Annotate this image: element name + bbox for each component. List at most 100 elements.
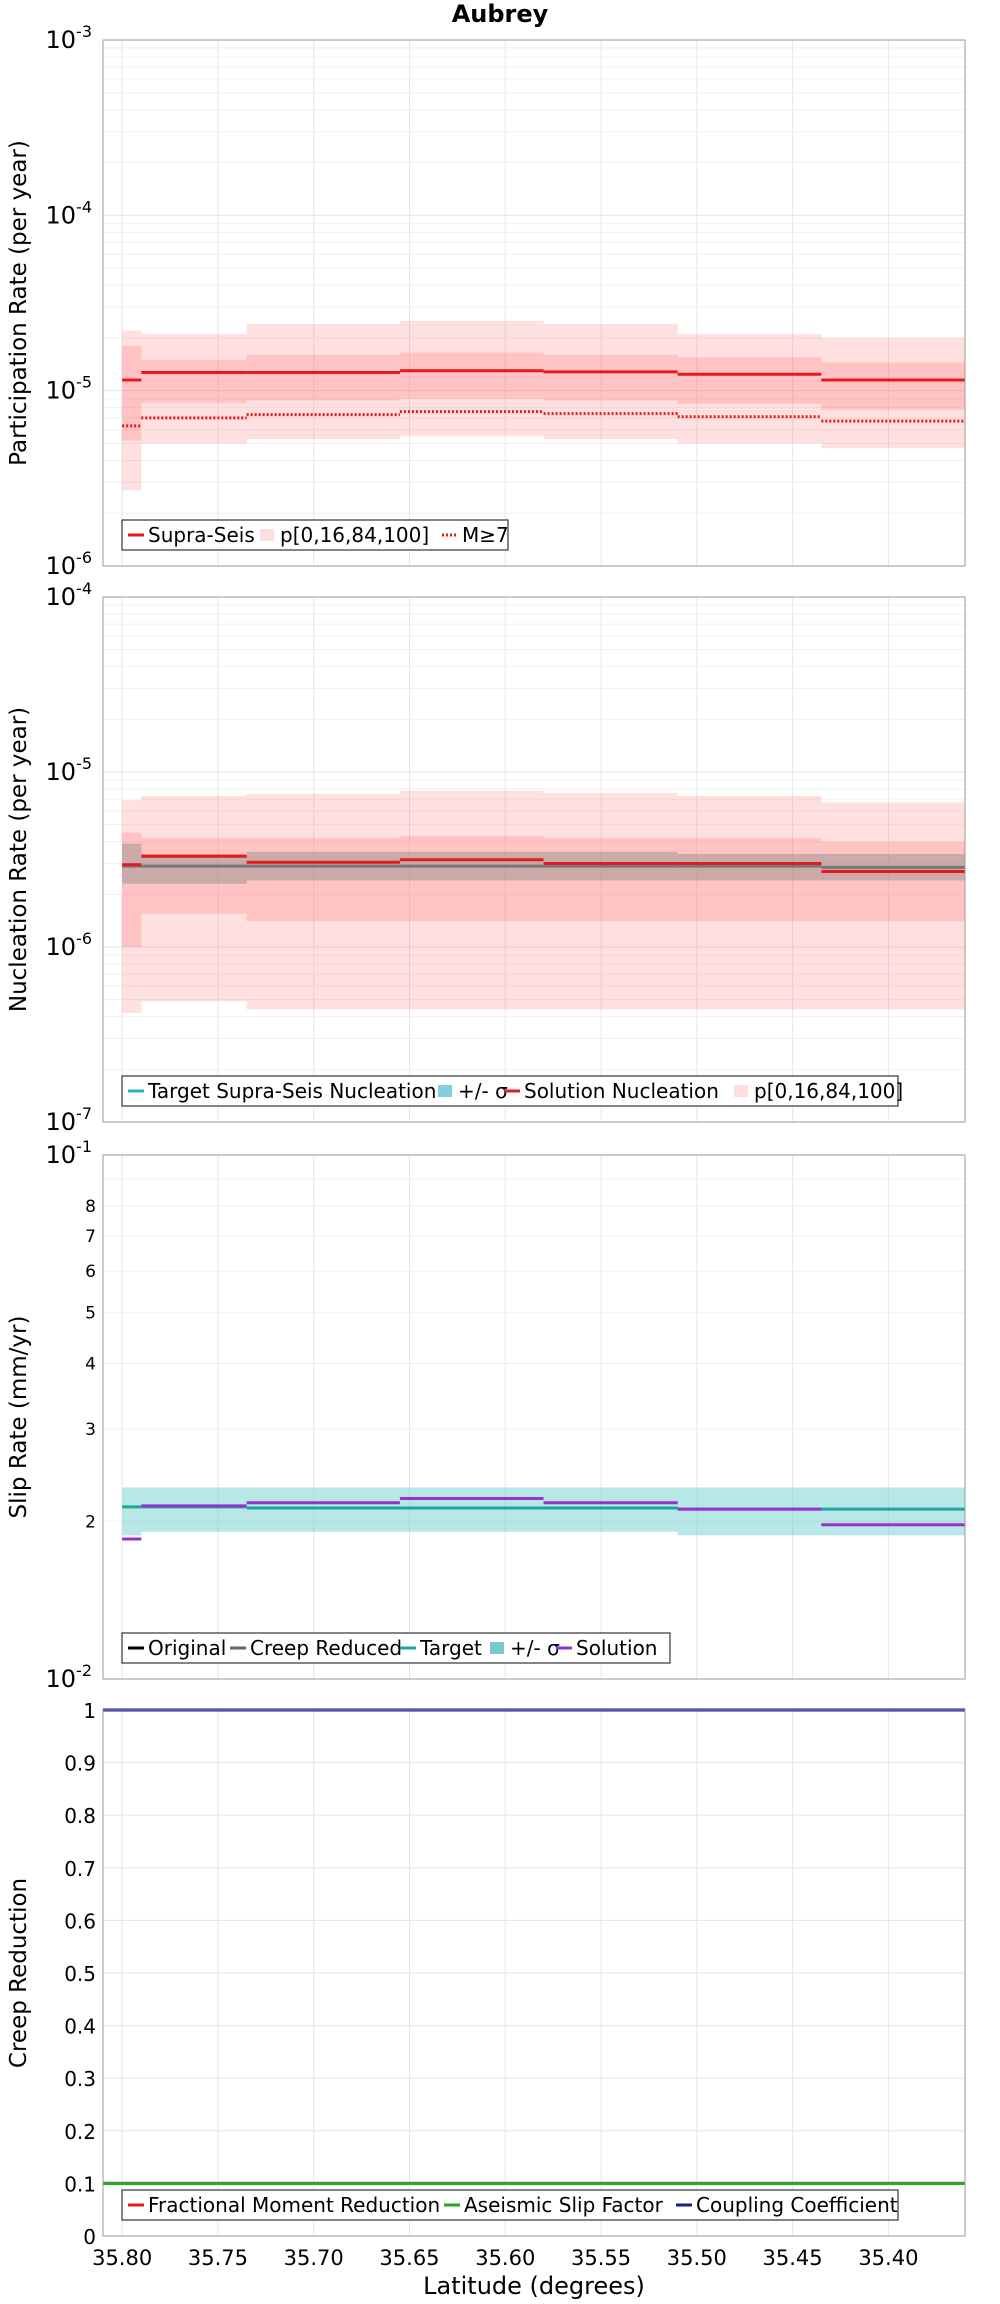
legend-label: Solution <box>576 1636 657 1660</box>
percentile-band-inner <box>399 836 544 922</box>
y-tick-label: 0.2 <box>64 2120 96 2144</box>
y-tick-label: 0.3 <box>64 2067 96 2091</box>
legend-label: Original <box>148 1636 226 1660</box>
y-axis-label: Participation Rate (per year) <box>6 140 32 466</box>
y-axis-label: Slip Rate (mm/yr) <box>6 1316 32 1519</box>
legend-symbol <box>734 1085 748 1097</box>
x-tick-label: 35.65 <box>379 2246 439 2270</box>
x-tick-label: 35.80 <box>92 2246 152 2270</box>
y-minor-tick-label: 5 <box>85 1304 96 1324</box>
percentile-band-inner <box>122 832 142 947</box>
legend-symbol <box>490 1642 504 1654</box>
percentile-band-outer <box>543 324 678 440</box>
sigma-band <box>677 1487 822 1536</box>
sigma-band <box>141 853 247 884</box>
y-tick-label: 10-6 <box>46 929 93 961</box>
legend-label: Aseismic Slip Factor <box>464 2193 664 2217</box>
legend-symbol <box>260 529 274 541</box>
percentile-band-outer <box>122 330 142 491</box>
percentile-band-inner <box>141 359 247 404</box>
y-tick-label: 0 <box>83 2225 96 2249</box>
y-tick-label: 10-1 <box>46 1137 93 1169</box>
percentile-band-outer <box>821 337 965 449</box>
legend-label: Supra-Seis <box>148 523 255 547</box>
percentile-band-outer <box>821 802 965 1010</box>
percentile-band-outer <box>122 800 142 1013</box>
y-tick-label: 10-5 <box>46 754 93 786</box>
y-tick-label: 0.4 <box>64 2015 96 2039</box>
legend-box <box>121 1632 671 1664</box>
legend-symbol <box>438 1085 452 1097</box>
legend-label: p[0,16,84,100] <box>280 523 429 547</box>
y-tick-label: 0.5 <box>64 1962 96 1986</box>
legend-label: +/- σ <box>510 1636 560 1660</box>
legend-label: p[0,16,84,100] <box>754 1079 903 1103</box>
percentile-band-outer <box>677 795 822 1010</box>
y-tick-label: 10-6 <box>46 548 93 580</box>
x-tick-label: 35.50 <box>667 2246 727 2270</box>
x-tick-label: 35.60 <box>475 2246 535 2270</box>
percentile-band-inner <box>399 352 544 399</box>
percentile-band-inner <box>246 837 400 922</box>
y-minor-tick-label: 7 <box>85 1227 96 1247</box>
plot-frame <box>102 39 966 567</box>
sigma-band <box>543 1487 678 1532</box>
y-tick-label: 0.9 <box>64 1752 96 1776</box>
panels: 10-6 10-5 10-4 10-3 Participation Rate (per … <box>6 22 966 2300</box>
percentile-band-inner <box>543 837 678 922</box>
legend-label: Coupling Coefficient <box>696 2193 898 2217</box>
legend-label: +/- σ <box>458 1079 508 1103</box>
sigma-band <box>141 1487 247 1532</box>
y-tick-label: 0.7 <box>64 1857 96 1881</box>
percentile-band-outer <box>141 795 247 1002</box>
x-tick-label: 35.45 <box>763 2246 823 2270</box>
percentile-band-outer <box>399 320 544 437</box>
x-tick-label: 35.55 <box>571 2246 631 2270</box>
y-tick-label: 10-3 <box>46 22 93 54</box>
plot-frame <box>102 596 966 1123</box>
y-minor-tick-label: 6 <box>85 1262 96 1282</box>
percentile-band-inner <box>821 362 965 410</box>
percentile-band-inner <box>677 837 822 922</box>
legend-label: Target Supra-Seis Nucleation <box>147 1079 436 1103</box>
percentile-band-inner <box>677 357 822 404</box>
y-tick-label: 10-4 <box>46 579 93 611</box>
y-tick-label: 10-4 <box>46 197 93 229</box>
y-tick-label: 10-7 <box>46 1104 93 1136</box>
panel-nucleation: 10-7 10-6 10-5 10-4 Nucleation Rate (per yea… <box>6 579 966 1136</box>
percentile-band-outer <box>246 324 400 440</box>
percentile-band-inner <box>122 345 142 441</box>
y-axis-label: Creep Reduction <box>6 1878 32 2068</box>
y-tick-label: 1 <box>83 1699 96 1723</box>
y-minor-tick-label: 4 <box>85 1355 96 1375</box>
sigma-band <box>122 1487 142 1536</box>
legend-label: Fractional Moment Reduction <box>148 2193 440 2217</box>
y-tick-label: 10-2 <box>46 1661 93 1693</box>
percentile-band-outer <box>141 334 247 444</box>
y-axis-label: Nucleation Rate (per year) <box>6 707 32 1012</box>
x-axis-label: Latitude (degrees) <box>423 2272 645 2300</box>
plot-frame <box>102 1154 966 1680</box>
sigma-band <box>821 1487 965 1536</box>
legend-box <box>121 2189 899 2221</box>
legend-label: M≥7 <box>462 523 509 547</box>
panel-creep-reduction: 0 0.1 0.2 0.3 0.4 0.5 0.6 0.7 0.8 0.9 1 35.80 35.75 3… <box>6 1699 966 2300</box>
y-tick-label: 0.8 <box>64 1804 96 1828</box>
panel-participation: 10-6 10-5 10-4 10-3 Participation Rate (per … <box>6 22 966 580</box>
percentile-band-outer <box>399 790 544 1010</box>
y-tick-label: 0.1 <box>64 2172 96 2196</box>
legend-label: Creep Reduced <box>250 1636 402 1660</box>
x-tick-label: 35.75 <box>188 2246 248 2270</box>
y-minor-tick-label: 2 <box>85 1512 96 1532</box>
percentile-band-inner <box>246 354 400 401</box>
legend-label: Solution Nucleation <box>524 1079 719 1103</box>
percentile-band-inner <box>141 837 247 914</box>
chart-title: Aubrey <box>452 0 549 28</box>
y-tick-label: 0.6 <box>64 1909 96 1933</box>
percentile-band-inner <box>543 354 678 401</box>
percentile-band-inner <box>821 841 965 922</box>
percentile-band-outer <box>543 792 678 1010</box>
percentile-band-outer <box>677 334 822 444</box>
